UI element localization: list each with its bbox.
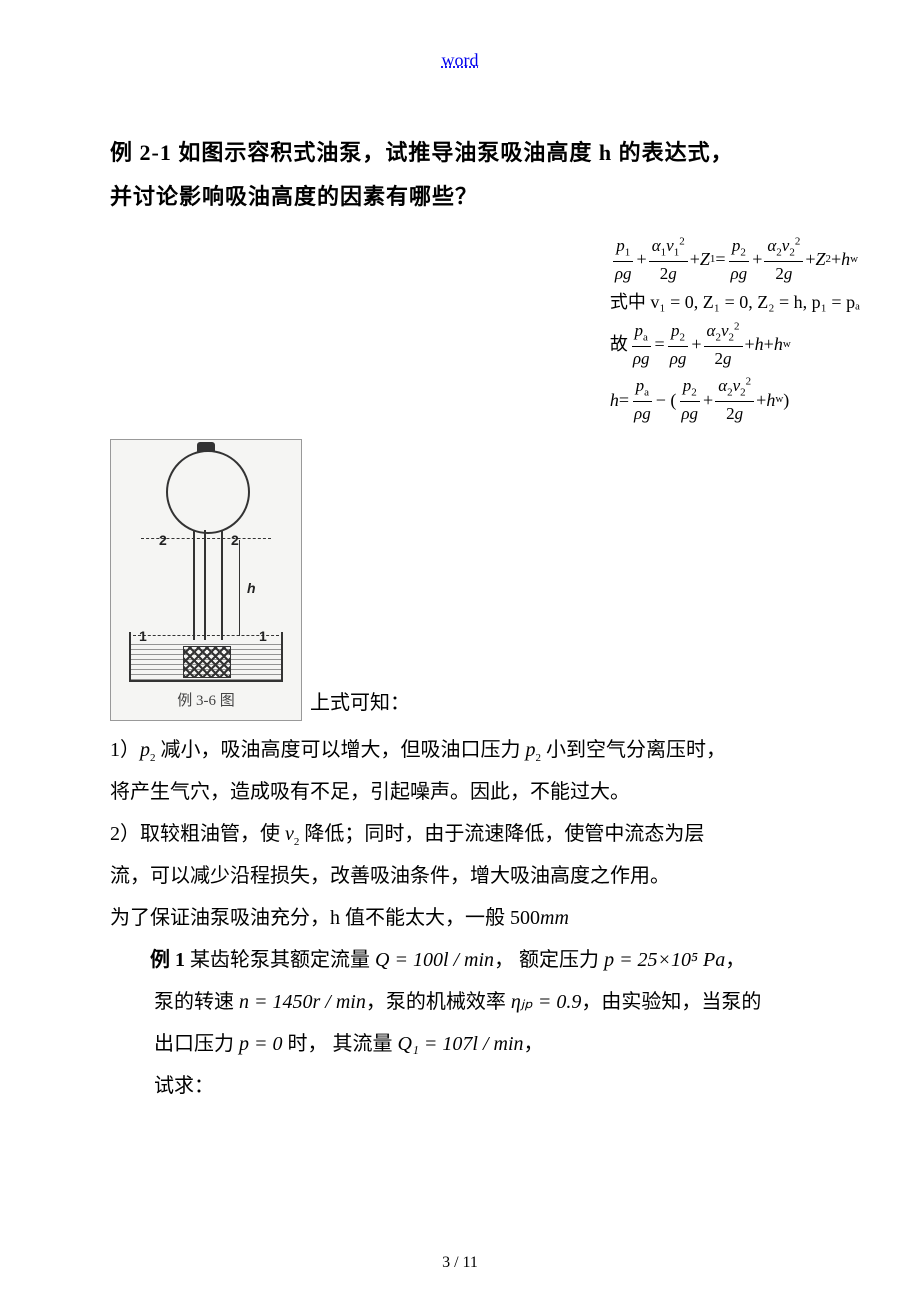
document-page: word 例 2-1 如图示容积式油泵，试推导油泵吸油高度 h 的表达式， 并讨… [0,0,920,1302]
example-1-line-4: 试求： [110,1065,810,1107]
label-h: h [247,580,256,596]
figure-caption: 例 3-6 图 [111,689,301,710]
para-3: 2）取较粗油管，使 v2 降低；同时，由于流速降低，使管中流态为层 [110,813,810,855]
para-2: 将产生气穴，造成吸有不足，引起噪声。因此，不能过大。 [110,771,810,813]
equation-2: 式中 v₁ = 0, Z₁ = 0, Z₂ = h, p₁ = pₐ [610,290,860,315]
pump-diagram: 2 2 h 1 1 例 3-6 图 [110,439,302,721]
label-1-right: 1 [259,628,267,644]
page-footer: 3 / 11 [0,1254,920,1272]
equation-block: p1ρg + α1v122g + Z1 = p2ρg + α2v222g + Z… [610,230,860,430]
label-2-right: 2 [231,532,239,548]
example-1-line-1: 例 1 某齿轮泵其额定流量 Q = 100l / min， 额定压力 p = 2… [110,939,810,981]
title-line-1: 例 2-1 如图示容积式油泵，试推导油泵吸油高度 h 的表达式， [110,131,810,175]
figure-after-text: 上式可知： [310,686,410,721]
label-1-left: 1 [139,628,147,644]
body-text: 1）p2 减小，吸油高度可以增大，但吸油口压力 p2 小到空气分离压时， 将产生… [110,729,810,1107]
equation-3: 故 paρg = p2ρg + α2v222g + h + hw [610,319,860,371]
para-1: 1）p2 减小，吸油高度可以增大，但吸油口压力 p2 小到空气分离压时， [110,729,810,771]
example-1-line-3: 出口压力 p = 0 时， 其流量 Q₁ = 107l / min， [110,1023,810,1065]
header-link[interactable]: word [110,50,810,71]
equation-4: h = paρg − ( p2ρg + α2v222g + hw ) [610,374,860,426]
para-4: 流，可以减少沿程损失，改善吸油条件，增大吸油高度之作用。 [110,855,810,897]
example-1-line-2: 泵的转速 n = 1450r / min，泵的机械效率 ηⱼₚ = 0.9，由实… [110,981,810,1023]
figure-row: 2 2 h 1 1 例 3-6 图 上式可知： [110,439,810,721]
title-line-2: 并讨论影响吸油高度的因素有哪些？ [110,175,810,219]
label-2-left: 2 [159,532,167,548]
para-5: 为了保证油泵吸油充分，h 值不能太大，一般 500mm [110,897,810,939]
equation-1: p1ρg + α1v122g + Z1 = p2ρg + α2v222g + Z… [610,234,860,286]
